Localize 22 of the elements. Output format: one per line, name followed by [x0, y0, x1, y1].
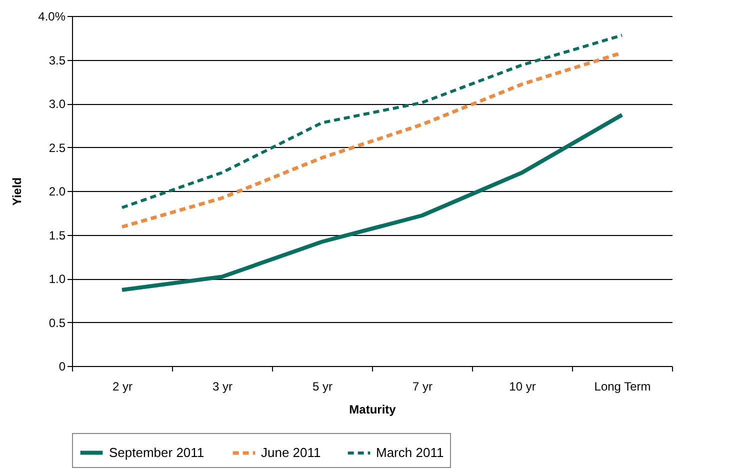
x-tick-label: 3 yr	[212, 380, 233, 394]
legend-label: September 2011	[109, 444, 204, 460]
x-axis-title: Maturity	[349, 402, 396, 416]
line-series	[120, 34, 624, 210]
y-axis-title: Yield	[10, 177, 24, 206]
x-tick-label: 5 yr	[312, 380, 333, 394]
x-tick-label: 10 yr	[509, 380, 536, 394]
y-tick-label: 4.0%	[38, 10, 66, 24]
x-tick-label: 2 yr	[112, 380, 133, 394]
y-tick-label: 2.0	[48, 184, 66, 198]
y-tick-label: 1.0	[48, 272, 66, 286]
y-tick-label: 2.5	[48, 140, 66, 155]
y-tick-label: 3.0	[48, 97, 66, 111]
x-tick-label: 7 yr	[412, 380, 433, 394]
y-tick-label: 0.5	[48, 316, 66, 330]
x-tick-label: Long Term	[594, 380, 651, 394]
y-tick-label: 0	[58, 360, 66, 374]
line-series	[120, 112, 624, 292]
y-tick-label: 3.5	[48, 53, 66, 68]
legend-label: March 2011	[376, 445, 444, 460]
legend-label: June 2011	[261, 445, 321, 460]
y-tick-label: 1.5	[48, 228, 66, 242]
